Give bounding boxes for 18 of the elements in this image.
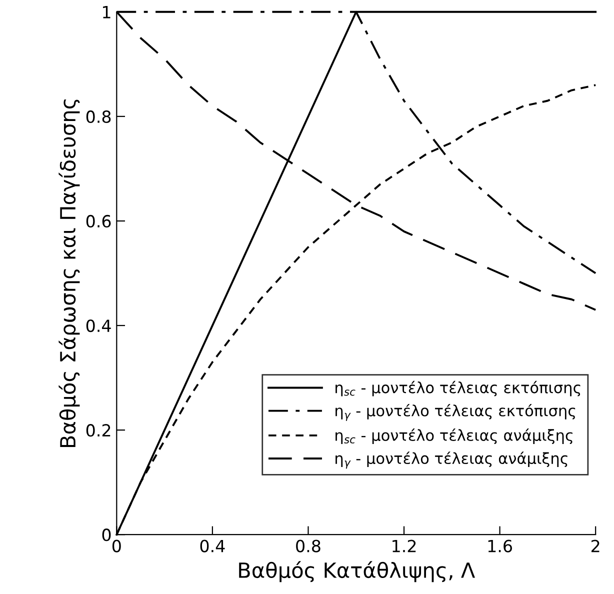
legend-label: η$_{γ}$ - μοντέλο τέλειας εκτόπισης bbox=[336, 404, 576, 421]
y-tick-label: 0.6 bbox=[86, 214, 111, 228]
x-tick-label: 2 bbox=[592, 540, 600, 552]
legend-label: η$_{sc}$ - μοντέλο τέλειας εκτόπισης bbox=[336, 380, 580, 396]
y-axis-title: Βαθμός Σάρωσης και Παγίδευσης bbox=[58, 100, 80, 447]
x-tick-label: 1.2 bbox=[392, 540, 416, 552]
legend-label: η$_{sc}$ - μοντέλο τέλειας ανάμιξης bbox=[336, 428, 572, 444]
y-tick-label: 1 bbox=[103, 6, 110, 18]
x-tick-label: 1.6 bbox=[488, 540, 512, 552]
x-tick-label: 0.8 bbox=[296, 540, 320, 552]
y-tick-label: 0.8 bbox=[86, 110, 111, 123]
y-tick-label: 0.4 bbox=[86, 319, 111, 332]
y-tick-label: 0 bbox=[102, 528, 111, 542]
x-axis-title: Βαθμός Κατάθλιψης, Λ bbox=[239, 561, 475, 582]
x-tick-label: 0 bbox=[112, 540, 121, 552]
x-tick-label: 0.4 bbox=[200, 540, 225, 552]
legend-label: η$_{γ}$ - μοντέλο τέλειας ανάμιξης bbox=[336, 452, 568, 469]
y-tick-label: 0.2 bbox=[86, 424, 110, 437]
